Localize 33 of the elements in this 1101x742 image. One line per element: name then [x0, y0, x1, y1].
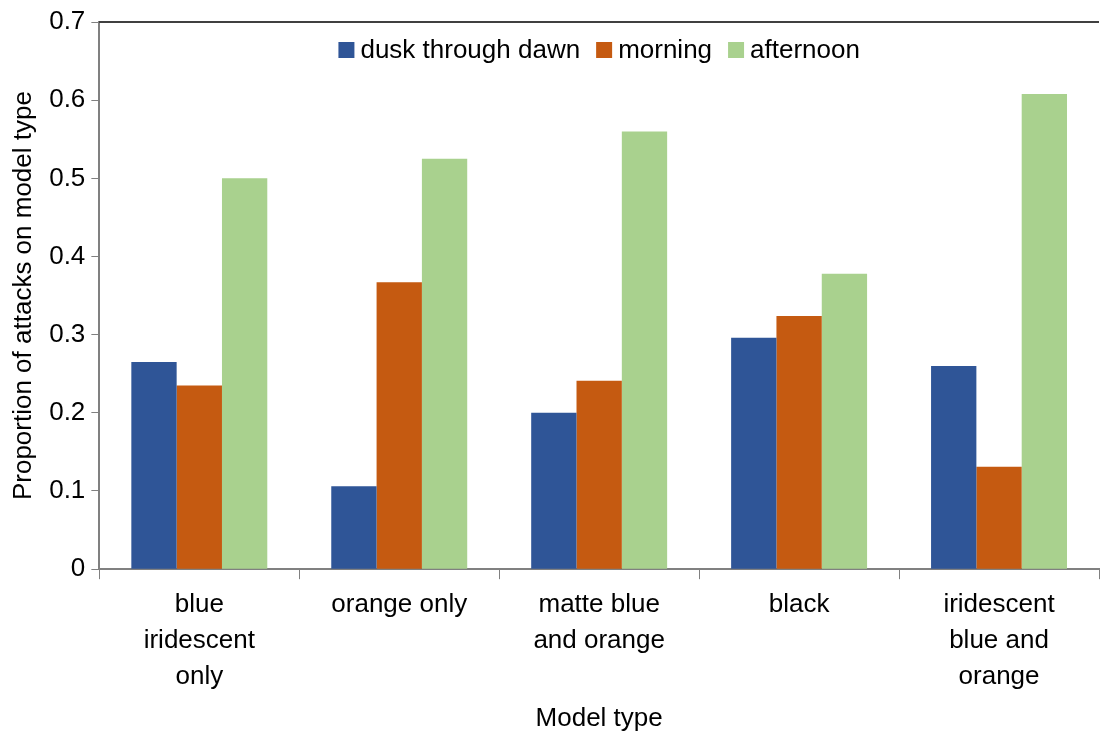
bar [176, 385, 222, 569]
bar [331, 486, 377, 569]
y-tick-label: 0.7 [49, 5, 86, 36]
x-axis-title: Model type [535, 701, 663, 732]
legend-label: morning [618, 34, 713, 65]
bar [931, 365, 977, 569]
bar [131, 362, 177, 569]
bar [221, 178, 268, 569]
x-tick-label: iridescent blue and orange [943, 588, 1056, 691]
y-tick-label: 0.4 [49, 239, 86, 270]
x-tick-label: blue iridescent only [143, 588, 256, 691]
bar [976, 466, 1022, 569]
legend-label: dusk through dawn [360, 34, 581, 65]
x-tick-label: matte blue and orange [533, 588, 665, 655]
bar [1021, 93, 1068, 569]
bar [776, 315, 822, 569]
legend-label: afternoon [750, 34, 860, 65]
y-tick-label: 0.1 [49, 474, 86, 505]
bar [421, 158, 468, 569]
y-tick-label: 0 [70, 552, 86, 583]
bar [821, 273, 868, 569]
x-tick-label: orange only [331, 588, 468, 619]
bar [576, 380, 622, 569]
y-tick-label: 0.6 [49, 83, 86, 114]
bar [531, 412, 577, 569]
x-tick-label: black [768, 588, 831, 619]
y-axis-title: Proportion of attacks on model type [6, 91, 37, 501]
y-tick-label: 0.2 [49, 396, 86, 426]
y-tick-label: 0.5 [49, 161, 86, 192]
bar [731, 337, 777, 569]
bar [621, 131, 668, 569]
bar [376, 282, 422, 569]
y-tick-label: 0.3 [49, 317, 86, 348]
